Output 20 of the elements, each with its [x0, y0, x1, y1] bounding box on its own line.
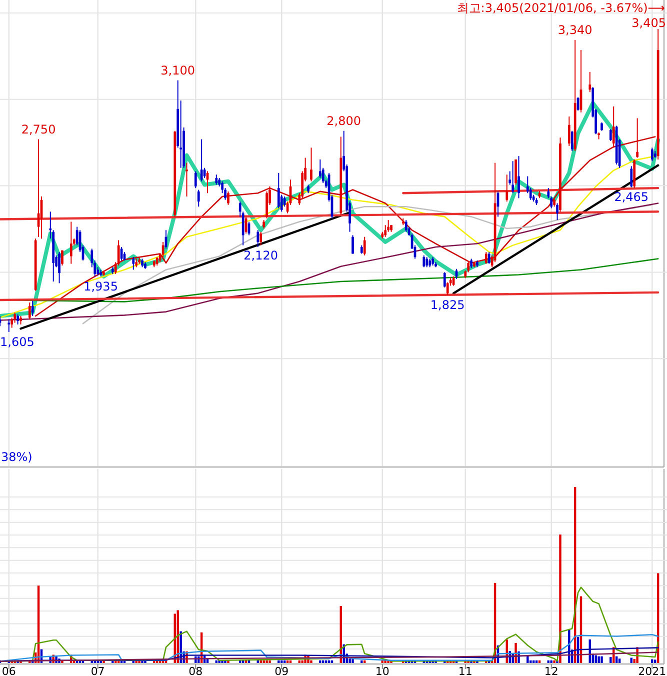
text: 38%)	[1, 450, 32, 464]
annotation: 2,750	[21, 122, 56, 136]
annotation: 1,825	[430, 298, 465, 312]
annotation: 3,100	[160, 63, 196, 78]
x-tick-label: 09	[274, 665, 289, 676]
x-tick-label: 08	[188, 665, 203, 676]
annotation: 2,800	[326, 114, 362, 128]
annotation: 3,340	[558, 22, 592, 37]
annotation: 1,605	[0, 335, 34, 349]
annotation: 3,405	[632, 16, 666, 30]
annotation: 2,465	[614, 190, 649, 204]
x-tick-label: 06	[2, 665, 16, 676]
x-tick-label: 10	[375, 665, 390, 676]
annotation: 1,935	[84, 279, 118, 294]
x-tick-label: 07	[90, 665, 105, 676]
x-tick-label: 11	[458, 665, 472, 676]
annotation: 2,120	[244, 248, 278, 262]
x-tick-label: 12	[544, 665, 558, 676]
text: 최고:3,405(2021/01/06, -3.67%)⟶	[456, 1, 665, 15]
x-tick-label: 2021	[638, 665, 666, 676]
